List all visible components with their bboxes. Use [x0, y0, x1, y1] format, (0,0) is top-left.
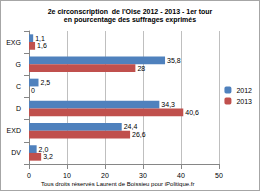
svg-text:30: 30 — [139, 172, 147, 179]
svg-text:DV: DV — [11, 149, 21, 156]
svg-text:40,6: 40,6 — [185, 109, 199, 116]
svg-text:en pourcentage des suffrages e: en pourcentage des suffrages exprimés — [64, 16, 196, 24]
svg-text:34,3: 34,3 — [161, 101, 175, 108]
svg-text:2013: 2013 — [236, 98, 252, 105]
svg-text:Tous droits réservés Laurent d: Tous droits réservés Laurent de Boissieu… — [41, 181, 194, 187]
svg-text:EXG: EXG — [6, 39, 21, 46]
svg-text:24,4: 24,4 — [124, 123, 138, 130]
svg-text:2,5: 2,5 — [41, 79, 51, 86]
svg-text:35,8: 35,8 — [167, 57, 181, 64]
svg-text:C: C — [16, 83, 21, 90]
svg-text:1,1: 1,1 — [35, 35, 45, 42]
svg-text:D: D — [16, 105, 21, 112]
svg-text:3,2: 3,2 — [43, 153, 53, 160]
svg-text:26,6: 26,6 — [132, 131, 146, 138]
svg-text:EXD: EXD — [7, 127, 21, 134]
svg-text:40: 40 — [177, 172, 185, 179]
svg-text:50: 50 — [215, 172, 223, 179]
svg-text:10: 10 — [63, 172, 71, 179]
svg-text:2012: 2012 — [236, 87, 252, 94]
svg-text:1,6: 1,6 — [37, 42, 47, 49]
svg-text:2,0: 2,0 — [39, 146, 49, 153]
svg-text:28: 28 — [137, 65, 145, 72]
svg-text:2e circonscription de l'Oise: 2e circonscription de l'Oise 2012 - 2013… — [48, 8, 213, 16]
svg-text:20: 20 — [101, 172, 109, 179]
svg-text:0: 0 — [31, 87, 35, 94]
svg-text:0: 0 — [27, 172, 31, 179]
svg-text:G: G — [16, 61, 21, 68]
